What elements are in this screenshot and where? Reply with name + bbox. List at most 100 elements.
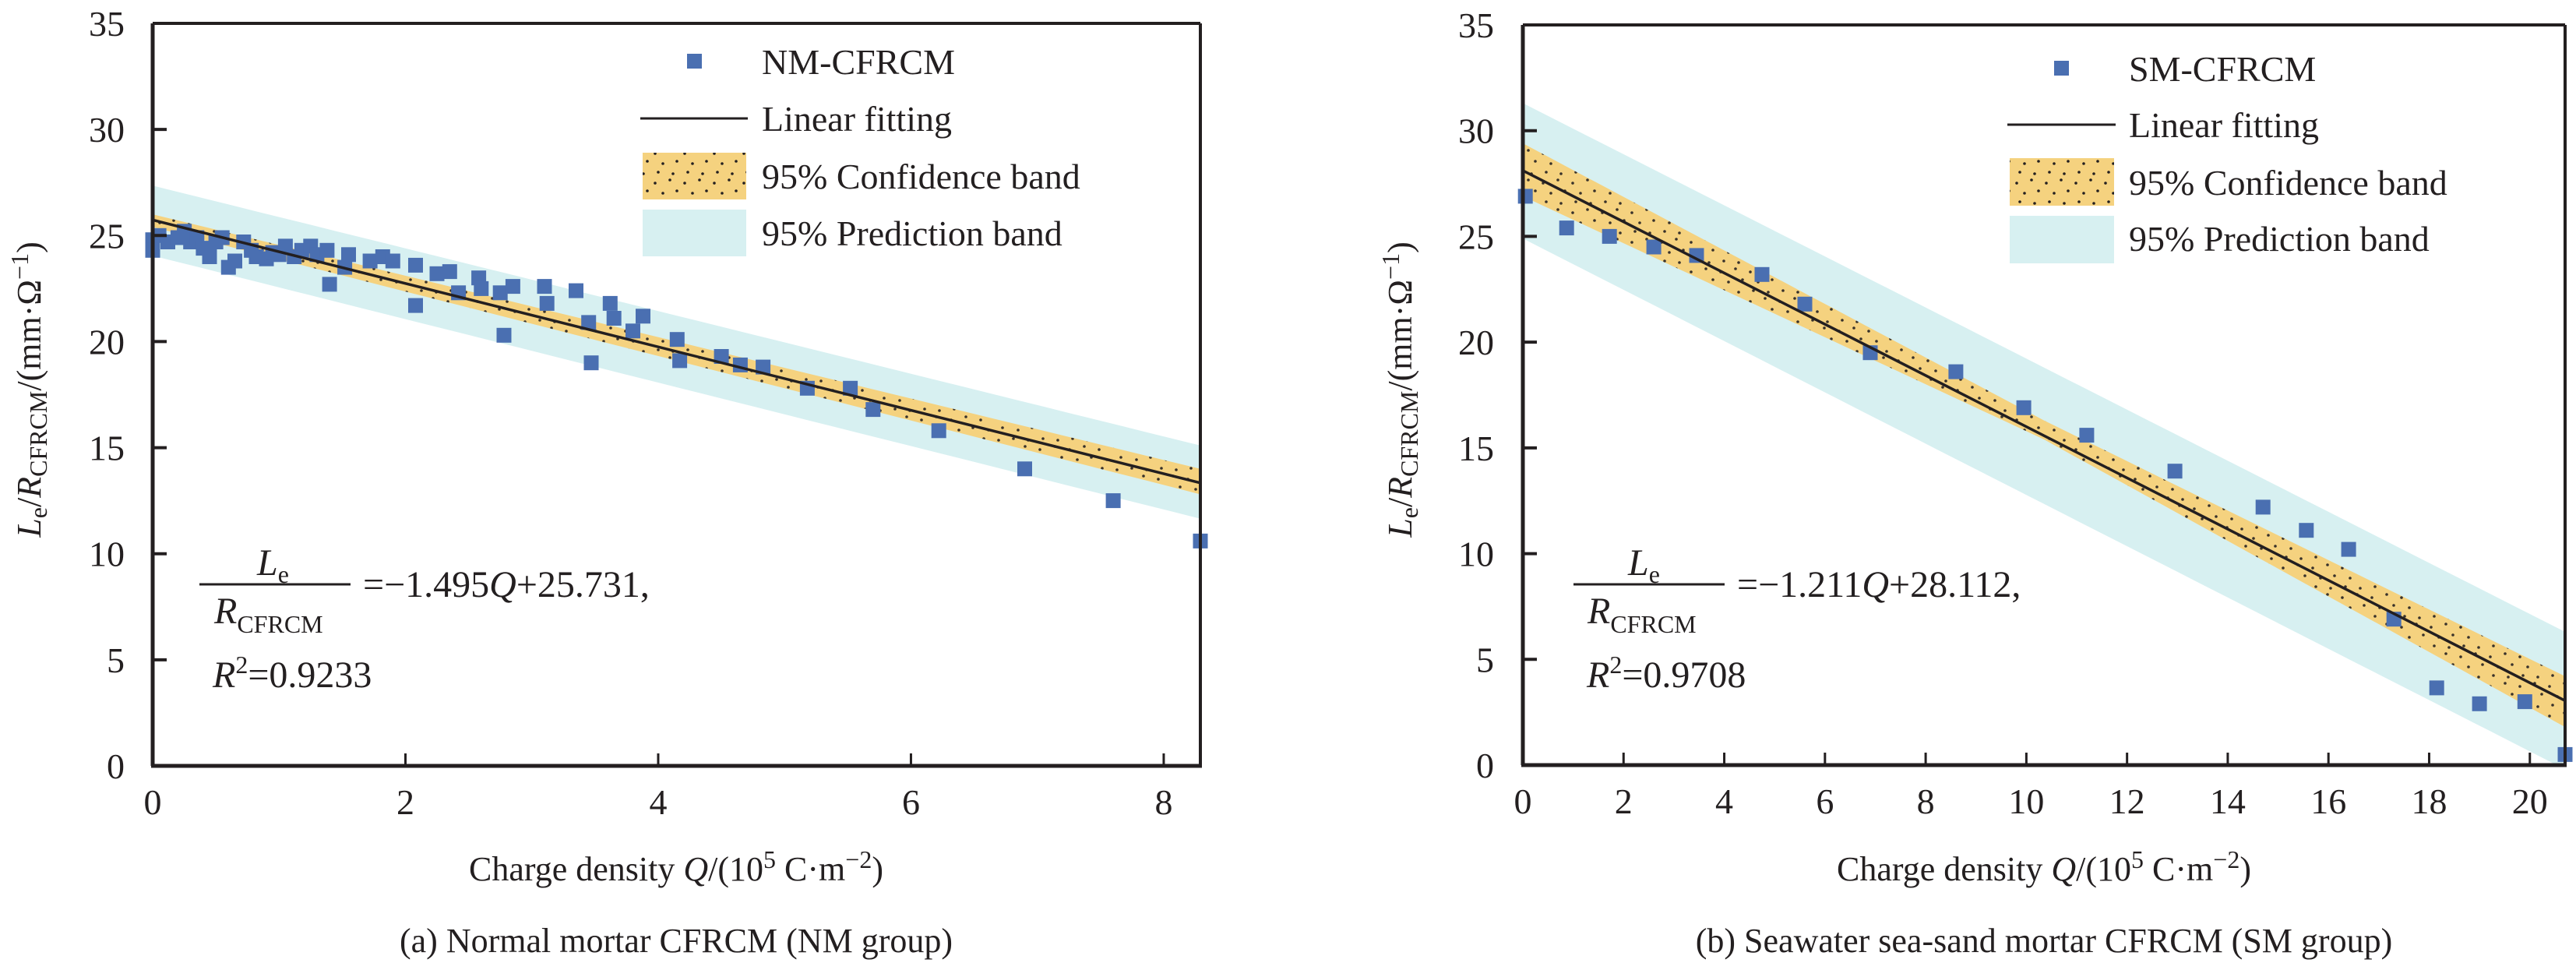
- y-tick-label: 20: [1458, 323, 1494, 362]
- data-point: [2016, 400, 2032, 415]
- legend-label-prediction: 95% Prediction band: [762, 213, 1062, 253]
- y-tick-label: 25: [1458, 217, 1494, 256]
- data-point: [442, 264, 457, 280]
- legend-swatch-confidence-dots: [643, 153, 746, 199]
- legend-label-fit: Linear fitting: [2129, 105, 2319, 145]
- legend-marker-series: [2054, 61, 2069, 76]
- data-point: [2079, 428, 2095, 443]
- x-axis-title: Charge density Q/(105 C·m−2): [469, 845, 883, 888]
- equation-rhs: =−1.495Q+25.731,: [363, 564, 650, 605]
- data-point: [408, 257, 423, 273]
- data-point: [1797, 296, 1813, 312]
- equation-rhs: =−1.211Q+28.112,: [1737, 564, 2021, 605]
- data-point: [843, 380, 858, 396]
- data-point: [1017, 461, 1032, 477]
- data-point: [865, 402, 881, 418]
- data-point: [1559, 220, 1574, 236]
- y-tick-label: 30: [89, 110, 125, 150]
- x-tick-label: 4: [649, 782, 667, 822]
- data-point: [2429, 680, 2444, 696]
- chart-panel-nm: 0 5 10 15 20 25 30 35 0 2 4 6 8 NM-CFRCM Linear fitt…: [5, 4, 1208, 960]
- x-tick-label: 6: [902, 782, 920, 822]
- fit-line: [1523, 169, 2565, 702]
- x-tick-label: 8: [1917, 781, 1935, 821]
- data-point: [602, 295, 618, 311]
- legend-marker-series: [687, 54, 702, 69]
- y-tick-label: 35: [89, 4, 125, 44]
- data-point: [583, 355, 599, 371]
- data-points: [145, 224, 1208, 548]
- y-tick-label: 30: [1458, 111, 1494, 151]
- data-point: [1105, 493, 1121, 509]
- data-point: [2517, 694, 2532, 710]
- data-point: [408, 298, 423, 313]
- y-tick-label: 10: [89, 534, 125, 574]
- legend-label-confidence: 95% Confidence band: [762, 157, 1080, 196]
- data-point: [319, 242, 335, 258]
- data-point: [202, 249, 217, 264]
- x-tick-label: 2: [396, 782, 414, 822]
- data-point: [2341, 541, 2356, 557]
- equation-r-squared: R2=0.9233: [212, 651, 372, 696]
- data-point: [1754, 266, 1770, 282]
- y-tick-label: 0: [1476, 746, 1494, 785]
- x-tick-label: 8: [1154, 782, 1172, 822]
- legend: SM-CFRCM Linear fitting 95% Confidence b…: [2007, 49, 2447, 263]
- axes: [1521, 23, 2567, 767]
- data-point: [2299, 523, 2314, 538]
- data-point: [341, 247, 356, 263]
- data-point: [1517, 189, 1533, 204]
- data-point: [505, 279, 520, 295]
- data-point: [625, 323, 640, 339]
- data-point: [1602, 228, 1617, 244]
- x-tick-label: 0: [144, 782, 162, 822]
- x-tick-label: 16: [2310, 781, 2346, 821]
- chart-panel-sm: 0 5 10 15 20 25 30 35 0 2 4 6 8 10 12 14 16 18 20 SM-CFRCM…: [1376, 5, 2573, 960]
- data-point: [362, 253, 378, 269]
- data-point: [1689, 248, 1704, 263]
- y-tick-label: 0: [107, 746, 125, 786]
- data-point: [714, 349, 729, 364]
- legend-label-series: SM-CFRCM: [2129, 49, 2316, 89]
- fit-equation: Le RCFRCM =−1.495Q+25.731, R2=0.9233: [199, 542, 650, 696]
- x-tick-label: 2: [1615, 781, 1633, 821]
- data-point: [496, 327, 512, 343]
- data-point: [581, 315, 597, 330]
- tick-labels: 0 5 10 15 20 25 30 35 0 2 4 6 8: [89, 4, 1172, 822]
- legend-label-confidence: 95% Confidence band: [2129, 163, 2447, 203]
- y-axis-title: Le/RCFRCM/(mm·Ω−1): [5, 242, 52, 538]
- legend-label-prediction: 95% Prediction band: [2129, 219, 2430, 259]
- y-axis-title: Le/RCFRCM/(mm·Ω−1): [1376, 242, 1423, 538]
- fit-line-group: [1523, 169, 2565, 702]
- data-point: [756, 359, 771, 375]
- legend-swatch-prediction: [2010, 216, 2114, 263]
- data-point: [537, 279, 552, 295]
- x-tick-label: 20: [2512, 781, 2548, 821]
- data-point: [474, 280, 489, 296]
- data-point: [672, 353, 688, 369]
- legend-swatch-confidence-dots: [2010, 158, 2114, 206]
- y-tick-label: 35: [1458, 5, 1494, 45]
- data-point: [492, 285, 508, 301]
- x-tick-label: 10: [2008, 781, 2044, 821]
- y-tick-label: 15: [1458, 429, 1494, 468]
- data-point: [227, 253, 242, 269]
- x-tick-label: 0: [1514, 781, 1532, 821]
- tick-labels: 0 5 10 15 20 25 30 35 0 2 4 6 8 10 12 14 16 18 20: [1458, 5, 2548, 821]
- y-tick-label: 20: [89, 322, 125, 362]
- data-point: [429, 266, 445, 281]
- data-point: [322, 277, 337, 292]
- data-point: [2167, 464, 2183, 479]
- equation-numerator: Le: [256, 542, 289, 588]
- data-point: [669, 332, 685, 347]
- equation-denominator: RCFRCM: [1587, 591, 1697, 638]
- fit-line: [153, 218, 1200, 485]
- y-tick-label: 25: [89, 216, 125, 256]
- data-point: [931, 423, 946, 439]
- legend-label-fit: Linear fitting: [762, 99, 952, 139]
- data-point: [2472, 696, 2487, 711]
- equation-r-squared: R2=0.9708: [1586, 651, 1746, 696]
- data-point: [606, 311, 622, 326]
- y-tick-label: 15: [89, 429, 125, 468]
